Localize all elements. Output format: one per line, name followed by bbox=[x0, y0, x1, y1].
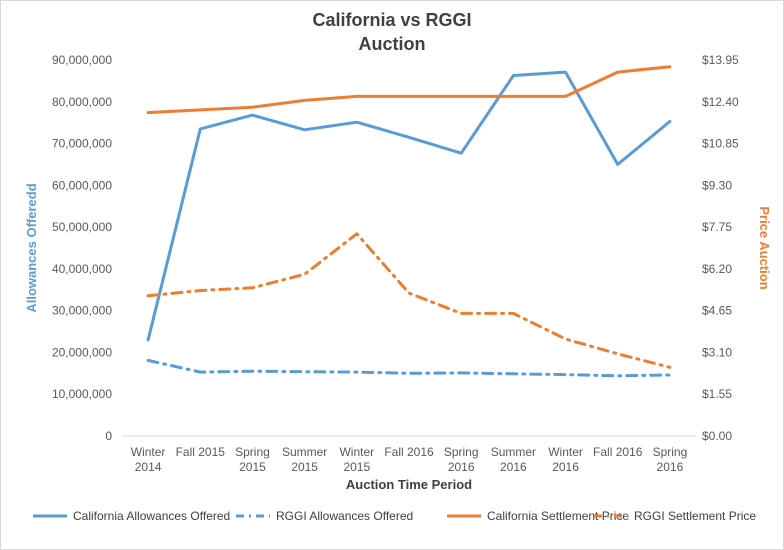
y-right-tick-label: $4.65 bbox=[702, 304, 732, 318]
legend-label: California Settlement Price bbox=[487, 509, 629, 523]
series-line-rggi-allowances-offered bbox=[146, 358, 672, 378]
right-axis-ticks: $0.00 $1.55 $3.10 $4.65 $6.20 $7.75 $9.30 $10.8… bbox=[702, 53, 739, 443]
y-left-tick-label: 80,000,000 bbox=[52, 95, 112, 109]
y-right-tick-label: $7.75 bbox=[702, 220, 732, 234]
chart-title-line-2: Auction bbox=[358, 34, 426, 54]
y-right-tick-label: $9.30 bbox=[702, 178, 732, 192]
series-line-california-allowances-offered bbox=[146, 70, 672, 342]
y-left-tick-label: 90,000,000 bbox=[52, 53, 112, 67]
y-left-tick-label: 20,000,000 bbox=[52, 345, 112, 359]
series-lines bbox=[146, 65, 672, 378]
y-left-tick-label: 0 bbox=[105, 429, 112, 443]
y-axis-left-title: Allowances Offeredd bbox=[24, 183, 39, 312]
legend-label: RGGI Allowances Offered bbox=[276, 509, 413, 523]
y-right-tick-label: $1.55 bbox=[702, 387, 732, 401]
y-left-tick-label: 70,000,000 bbox=[52, 137, 112, 151]
y-left-tick-label: 30,000,000 bbox=[52, 304, 112, 318]
x-tick-label: Winter bbox=[548, 445, 583, 459]
x-tick-label: Fall 2015 bbox=[176, 445, 226, 459]
y-right-tick-label: $3.10 bbox=[702, 345, 732, 359]
x-tick-label: Spring bbox=[444, 445, 479, 459]
legend-label: California Allowances Offered bbox=[73, 509, 230, 523]
x-tick-label: Summer bbox=[491, 445, 536, 459]
x-tick-label: Winter bbox=[339, 445, 374, 459]
x-tick-label: 2015 bbox=[291, 460, 318, 474]
y-right-tick-label: $10.85 bbox=[702, 137, 739, 151]
x-tick-label: Spring bbox=[235, 445, 270, 459]
y-right-tick-label: $12.40 bbox=[702, 95, 739, 109]
x-tick-label: Winter bbox=[131, 445, 166, 459]
legend: California Allowances Offered RGGI Allowa… bbox=[33, 509, 756, 523]
y-left-tick-label: 50,000,000 bbox=[52, 220, 112, 234]
y-left-tick-label: 60,000,000 bbox=[52, 178, 112, 192]
x-tick-label: 2016 bbox=[448, 460, 475, 474]
x-tick-label: 2015 bbox=[343, 460, 370, 474]
y-right-tick-label: $13.95 bbox=[702, 53, 739, 67]
legend-label: RGGI Settlement Price bbox=[634, 509, 756, 523]
x-tick-label: Fall 2016 bbox=[593, 445, 643, 459]
x-tick-label: 2016 bbox=[500, 460, 527, 474]
x-tick-label: 2016 bbox=[552, 460, 579, 474]
chart-title-line-1: California vs RGGI bbox=[312, 10, 472, 30]
x-tick-label: 2016 bbox=[657, 460, 684, 474]
y-axis-right-title: Price Auction bbox=[757, 206, 772, 289]
left-axis-ticks: 0 10,000,000 20,000,000 30,000,000 40,000,00… bbox=[52, 53, 112, 443]
x-tick-label: Fall 2016 bbox=[384, 445, 434, 459]
series-line-california-settlement-price bbox=[146, 65, 672, 115]
y-left-tick-label: 10,000,000 bbox=[52, 387, 112, 401]
y-right-tick-label: $6.20 bbox=[702, 262, 732, 276]
x-axis-title: Auction Time Period bbox=[346, 477, 472, 492]
y-left-tick-label: 40,000,000 bbox=[52, 262, 112, 276]
x-tick-label: Summer bbox=[282, 445, 327, 459]
y-right-tick-label: $0.00 bbox=[702, 429, 732, 443]
x-tick-label: Spring bbox=[653, 445, 688, 459]
x-tick-label: 2015 bbox=[239, 460, 266, 474]
x-tick-label: 2014 bbox=[135, 460, 162, 474]
series-line-rggi-settlement-price bbox=[146, 232, 672, 369]
